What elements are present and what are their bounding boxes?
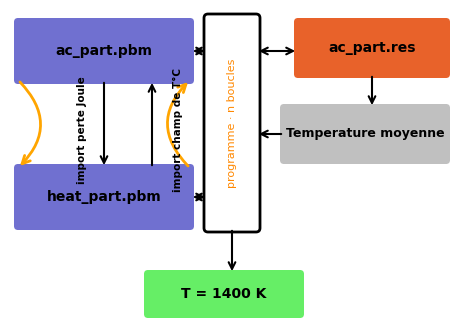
FancyBboxPatch shape: [14, 18, 194, 84]
FancyArrowPatch shape: [167, 84, 188, 166]
Text: heat_part.pbm: heat_part.pbm: [46, 190, 161, 204]
Text: programme · n boucles: programme · n boucles: [226, 58, 236, 188]
FancyArrowPatch shape: [20, 82, 40, 164]
Text: ac_part.pbm: ac_part.pbm: [56, 44, 152, 58]
Text: import champ de T°C: import champ de T°C: [173, 68, 183, 192]
FancyBboxPatch shape: [293, 18, 449, 78]
Text: ac_part.res: ac_part.res: [328, 41, 415, 55]
FancyBboxPatch shape: [144, 270, 303, 318]
FancyBboxPatch shape: [203, 14, 259, 232]
Text: Temperature moyenne: Temperature moyenne: [285, 127, 443, 141]
Text: import perte Joule: import perte Joule: [77, 76, 87, 184]
FancyBboxPatch shape: [280, 104, 449, 164]
FancyBboxPatch shape: [14, 164, 194, 230]
Text: T = 1400 K: T = 1400 K: [181, 287, 266, 301]
